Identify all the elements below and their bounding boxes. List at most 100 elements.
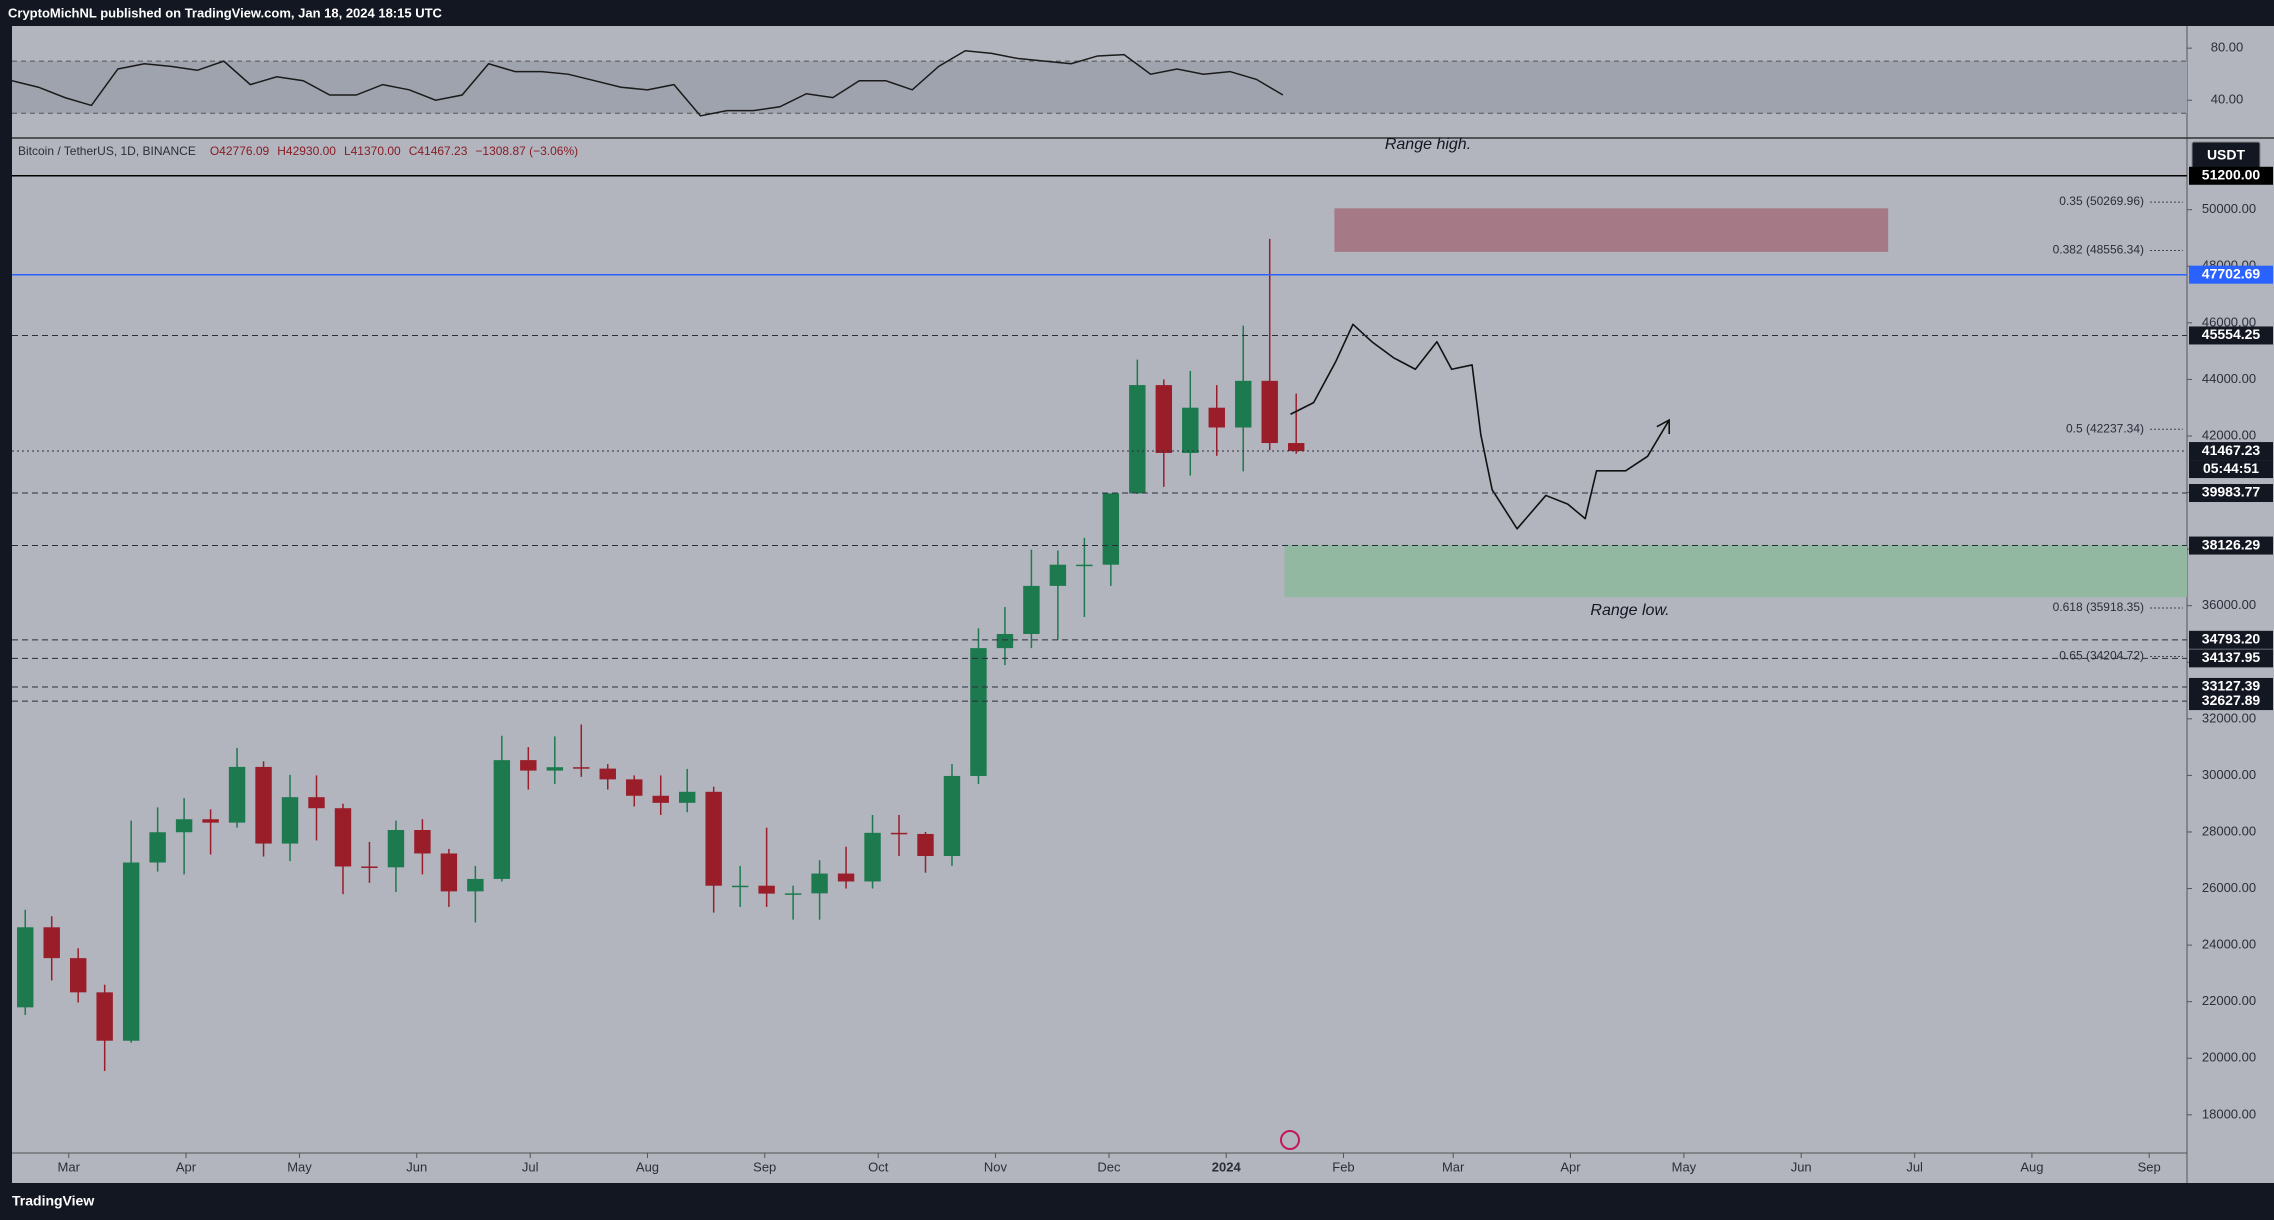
- y-tick-label: 24000.00: [2202, 937, 2256, 952]
- price-label-box: [2189, 265, 2273, 284]
- rsi-tick-label: 40.00: [2211, 92, 2244, 107]
- y-tick-label: 46000.00: [2202, 314, 2256, 329]
- footer-logo[interactable]: TradingView: [12, 1193, 94, 1209]
- y-tick-label: 22000.00: [2202, 993, 2256, 1008]
- price-label: 32627.89: [2202, 692, 2261, 708]
- y-tick-label: 26000.00: [2202, 880, 2256, 895]
- price-label-box: [2189, 536, 2273, 555]
- replay-icon[interactable]: [1280, 1130, 1300, 1150]
- candle-body: [758, 885, 775, 894]
- rsi-band: [12, 61, 2187, 114]
- candle-body: [493, 760, 511, 879]
- projection-path: [1290, 323, 1670, 530]
- x-tick-label: Jul: [522, 1159, 539, 1174]
- price-label: 38126.29: [2202, 536, 2261, 552]
- currency[interactable]: USDT: [2207, 147, 2246, 163]
- price-label: 34793.20: [2202, 631, 2261, 647]
- candle-body: [1235, 380, 1252, 428]
- fib-label: 0.618 (35918.35): [2053, 600, 2144, 614]
- candle-body: [996, 633, 1014, 649]
- y-tick-label: 50000.00: [2202, 201, 2256, 216]
- y-tick-label: 42000.00: [2202, 427, 2256, 442]
- x-tick-label: Sep: [2138, 1159, 2161, 1174]
- price-label-box: [2189, 166, 2273, 185]
- fib-label: 0.5 (42237.34): [2066, 421, 2144, 435]
- ohlc-high: H42930.00: [277, 144, 336, 158]
- candle-body: [943, 775, 961, 857]
- y-tick-label: 20000.00: [2202, 1050, 2256, 1065]
- candle-body: [69, 958, 87, 993]
- chart-background: [12, 26, 2274, 1183]
- candle-body: [281, 797, 299, 844]
- candle-body: [1261, 380, 1278, 444]
- candle-body: [626, 779, 643, 796]
- candle-body: [228, 766, 246, 823]
- candle-body: [652, 795, 669, 803]
- fib-label: 0.35 (50269.96): [2059, 194, 2144, 208]
- candle-body: [546, 767, 564, 771]
- candle-body: [705, 791, 722, 886]
- x-tick-label: Mar: [1442, 1159, 1465, 1174]
- candle-body: [1129, 385, 1146, 494]
- candle-body: [149, 832, 166, 863]
- rsi-line: [12, 49, 1284, 117]
- ohlc-close: C41467.23: [409, 144, 468, 158]
- price-label-box: [2189, 484, 2273, 503]
- x-tick-label: 2024: [1212, 1159, 1242, 1174]
- plot-area: [17, 208, 2187, 1071]
- candle-body: [17, 927, 34, 1008]
- price-label-box: [2189, 677, 2273, 696]
- candle-body: [175, 819, 193, 833]
- candle-body: [1023, 585, 1040, 634]
- countdown: 05:44:51: [2203, 460, 2259, 476]
- x-tick-label: Jul: [1906, 1159, 1923, 1174]
- candle-body: [202, 819, 219, 823]
- x-tick-label: Apr: [1560, 1159, 1581, 1174]
- x-tick-label: Aug: [636, 1159, 659, 1174]
- candle-body: [970, 648, 987, 776]
- candle-body: [890, 832, 908, 835]
- candle-body: [43, 927, 60, 959]
- x-tick-label: Mar: [58, 1159, 81, 1174]
- x-tick-label: May: [1672, 1159, 1697, 1174]
- price-label: 39983.77: [2202, 484, 2261, 500]
- candle-body: [467, 878, 484, 892]
- price-label: 41467.23: [2202, 442, 2261, 458]
- x-tick-label: Feb: [1332, 1159, 1354, 1174]
- x-tick-label: Sep: [753, 1159, 776, 1174]
- x-tick-label: May: [287, 1159, 312, 1174]
- x-tick-label: Aug: [2020, 1159, 2043, 1174]
- zone: [1334, 208, 1889, 252]
- x-tick-label: Apr: [176, 1159, 197, 1174]
- x-tick-label: Dec: [1097, 1159, 1121, 1174]
- y-tick-label: 28000.00: [2202, 823, 2256, 838]
- candle-body: [387, 829, 405, 868]
- ohlc-change: −1308.87 (−3.06%): [475, 144, 578, 158]
- y-tick-label: 44000.00: [2202, 371, 2256, 386]
- candle-body: [1208, 407, 1225, 428]
- y-tick-label: 32000.00: [2202, 710, 2256, 725]
- candle-body: [255, 766, 272, 844]
- candle-body: [96, 992, 113, 1041]
- projection-arrow: [1656, 418, 1671, 435]
- zone: [1284, 544, 2187, 598]
- header: CryptoMichNL published on TradingView.co…: [8, 5, 443, 20]
- fib-label: 0.65 (34204.72): [2059, 649, 2144, 663]
- candle-body: [1049, 564, 1067, 586]
- countdown-box: [2189, 460, 2273, 479]
- candle-body: [414, 829, 431, 854]
- price-label: 45554.25: [2202, 326, 2261, 342]
- y-tick-label: 30000.00: [2202, 767, 2256, 782]
- candle-body: [917, 833, 934, 857]
- price-label: 47702.69: [2202, 265, 2261, 281]
- legend: Bitcoin / TetherUS, 1D, BINANCE O42776.09…: [18, 144, 578, 158]
- candle-body: [1102, 493, 1120, 565]
- price-label: 51200.00: [2202, 166, 2261, 182]
- price-label-box: [2189, 442, 2273, 461]
- x-tick-label: Jun: [1791, 1159, 1812, 1174]
- candle-body: [731, 885, 749, 888]
- y-tick-label: 18000.00: [2202, 1106, 2256, 1121]
- price-label-box: [2189, 630, 2273, 649]
